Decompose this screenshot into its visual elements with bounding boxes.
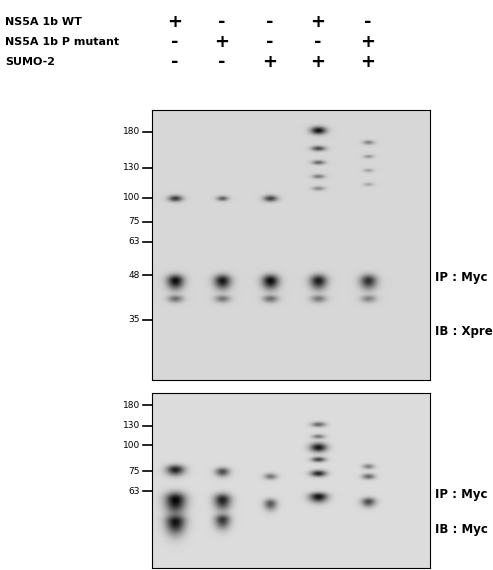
Text: IB : Myc: IB : Myc xyxy=(435,523,488,536)
Text: 100: 100 xyxy=(123,441,140,450)
Text: +: + xyxy=(262,53,278,71)
Text: -: - xyxy=(266,13,274,31)
Text: 35: 35 xyxy=(129,316,140,324)
Text: -: - xyxy=(266,33,274,51)
Text: 48: 48 xyxy=(129,271,140,279)
Text: +: + xyxy=(311,13,325,31)
Text: +: + xyxy=(311,53,325,71)
Text: 130: 130 xyxy=(123,164,140,173)
Text: -: - xyxy=(171,33,179,51)
Text: +: + xyxy=(168,13,182,31)
Text: 63: 63 xyxy=(129,487,140,495)
Text: 63: 63 xyxy=(129,238,140,246)
Text: 75: 75 xyxy=(129,218,140,226)
Text: NS5A 1b WT: NS5A 1b WT xyxy=(5,17,82,27)
Text: 75: 75 xyxy=(129,466,140,475)
Text: 130: 130 xyxy=(123,421,140,430)
Text: -: - xyxy=(218,13,226,31)
Text: -: - xyxy=(364,13,372,31)
Text: IP : Myc: IP : Myc xyxy=(435,271,488,284)
Text: 100: 100 xyxy=(123,193,140,202)
Text: -: - xyxy=(314,33,322,51)
Text: -: - xyxy=(218,53,226,71)
Text: 180: 180 xyxy=(123,128,140,136)
Text: -: - xyxy=(171,53,179,71)
Text: +: + xyxy=(214,33,230,51)
Text: SUMO-2: SUMO-2 xyxy=(5,57,55,67)
Text: +: + xyxy=(360,33,376,51)
Text: 180: 180 xyxy=(123,401,140,409)
Text: IP : Myc: IP : Myc xyxy=(435,488,488,501)
Text: NS5A 1b P mutant: NS5A 1b P mutant xyxy=(5,37,119,47)
Text: IB : Xpress: IB : Xpress xyxy=(435,325,493,338)
Text: +: + xyxy=(360,53,376,71)
